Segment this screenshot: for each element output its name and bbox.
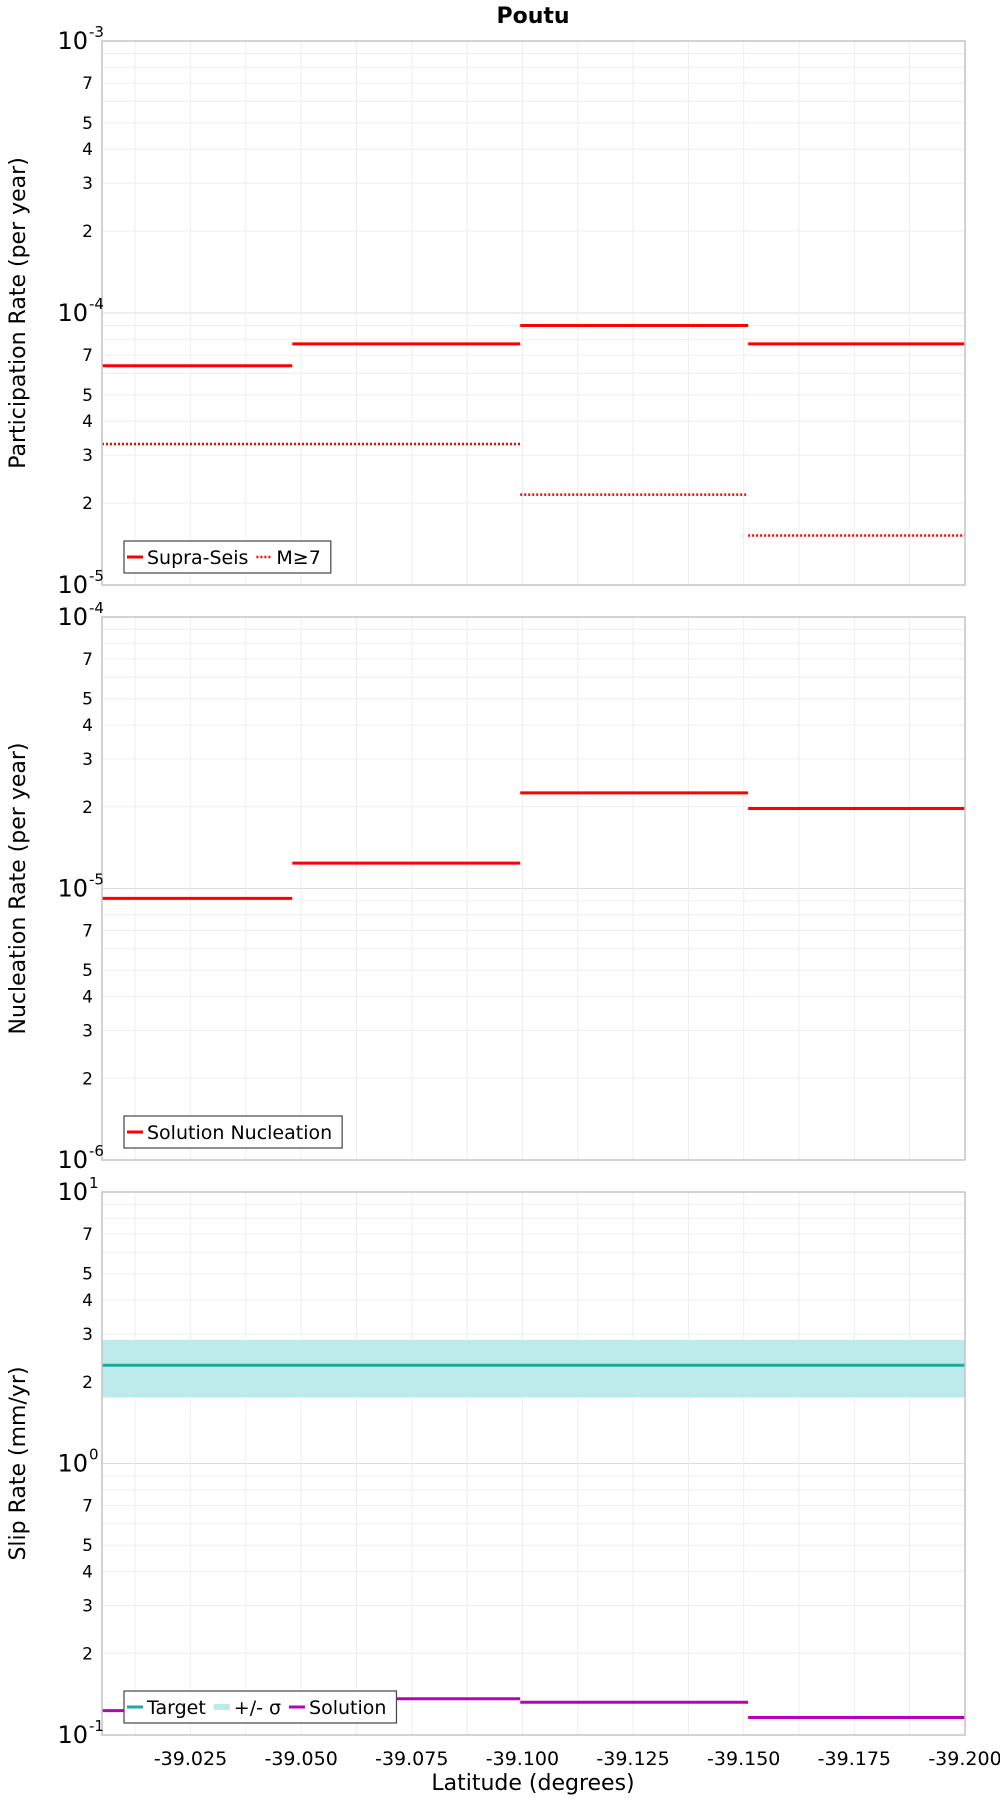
- legend-label: Supra-Seis: [147, 547, 248, 569]
- y-minor-tick-label: 4: [82, 716, 93, 736]
- legend-label: +/- σ: [234, 1697, 281, 1719]
- y-minor-tick-label: 7: [82, 346, 93, 366]
- y-tick-exponent: -6: [89, 1142, 104, 1160]
- series-m-7: [102, 442, 965, 537]
- legend-label: Target: [146, 1697, 206, 1719]
- y-minor-tick-label: 5: [82, 1265, 93, 1285]
- chart-title: Poutu: [496, 4, 569, 29]
- y-tick-label: 10: [57, 1450, 88, 1478]
- y-tick-label: 10: [57, 27, 88, 55]
- y-tick-exponent: -1: [89, 1717, 104, 1735]
- legend-box: [123, 1690, 398, 1724]
- plot-frame: [101, 616, 966, 1161]
- x-tick-label: -39.100: [486, 1748, 559, 1770]
- grid: [102, 616, 966, 1161]
- x-tick-label: -39.200: [928, 1748, 1000, 1770]
- plot-frame: [101, 40, 966, 586]
- legend: Solution Nucleation: [123, 1115, 343, 1149]
- x-tick-label: -39.050: [264, 1748, 337, 1770]
- y-axis-label: Participation Rate (per year): [6, 157, 31, 469]
- x-tick-label: -39.075: [375, 1748, 448, 1770]
- x-tick-label: -39.025: [154, 1748, 227, 1770]
- legend-box: [123, 540, 332, 574]
- legend-label: Solution Nucleation: [147, 1122, 332, 1144]
- x-tick-label: -39.125: [596, 1748, 669, 1770]
- legend: Supra-Seis M≥7: [123, 540, 332, 574]
- y-minor-tick-label: 4: [82, 140, 93, 160]
- y-minor-tick-label: 2: [82, 1644, 93, 1664]
- y-tick-label: 10: [57, 1178, 88, 1206]
- y-minor-tick-label: 3: [82, 1021, 93, 1041]
- y-tick-exponent: 0: [89, 1446, 99, 1464]
- y-minor-tick-label: 3: [82, 750, 93, 770]
- sigma-band: [102, 1340, 965, 1398]
- series-supra-seis: [102, 323, 965, 368]
- y-minor-tick-label: 5: [82, 1536, 93, 1556]
- y-minor-tick-label: 3: [82, 446, 93, 466]
- y-minor-tick-label: 7: [82, 922, 93, 942]
- y-axis-label: Slip Rate (mm/yr): [6, 1366, 31, 1560]
- y-tick-label: 10: [57, 875, 88, 903]
- legend-box: [123, 1115, 343, 1149]
- y-minor-tick-label: 7: [82, 1497, 93, 1517]
- y-minor-tick-label: 4: [82, 988, 93, 1008]
- legend-label: M≥7: [276, 547, 320, 569]
- y-tick-exponent: 1: [89, 1174, 99, 1192]
- y-tick-exponent: -5: [89, 871, 104, 889]
- y-minor-tick-label: 2: [82, 494, 93, 514]
- y-minor-tick-label: 5: [82, 114, 93, 134]
- y-tick-label: 10: [57, 1146, 88, 1174]
- legend-label: Solution: [309, 1697, 386, 1719]
- y-minor-tick-label: 2: [82, 1069, 93, 1089]
- legend: Target +/- σ Solution: [123, 1690, 398, 1724]
- y-tick-label: 10: [57, 571, 88, 599]
- x-tick-label: -39.150: [707, 1748, 780, 1770]
- y-minor-tick-label: 2: [82, 222, 93, 242]
- grid: [102, 1191, 966, 1736]
- y-tick-exponent: -5: [89, 567, 104, 585]
- y-tick-label: 10: [57, 299, 88, 327]
- y-minor-tick-label: 7: [82, 74, 93, 94]
- series-solution-nucleation: [102, 791, 965, 900]
- y-minor-tick-label: 4: [82, 1291, 93, 1311]
- y-tick-exponent: -3: [89, 23, 104, 41]
- y-tick-label: 10: [57, 603, 88, 631]
- y-minor-tick-label: 3: [82, 174, 93, 194]
- y-minor-tick-label: 5: [82, 961, 93, 981]
- y-minor-tick-label: 7: [82, 650, 93, 670]
- y-minor-tick-label: 5: [82, 690, 93, 710]
- y-minor-tick-label: 7: [82, 1225, 93, 1245]
- grid: [102, 40, 966, 586]
- y-minor-tick-label: 4: [82, 412, 93, 432]
- y-axis-label: Nucleation Rate (per year): [6, 743, 31, 1035]
- y-minor-tick-label: 5: [82, 386, 93, 406]
- y-minor-tick-label: 2: [82, 798, 93, 818]
- x-axis-label: Latitude (degrees): [431, 1771, 634, 1796]
- y-tick-label: 10: [57, 1721, 88, 1749]
- y-minor-tick-label: 3: [82, 1325, 93, 1345]
- y-tick-exponent: -4: [89, 295, 104, 313]
- x-axis-ticks: -39.025 -39.050 -39.075 -39.100 -39.125 -39.1…: [154, 1748, 1000, 1770]
- x-tick-label: -39.175: [818, 1748, 891, 1770]
- y-tick-exponent: -4: [89, 599, 104, 617]
- y-minor-tick-label: 2: [82, 1373, 93, 1393]
- y-minor-tick-label: 3: [82, 1596, 93, 1616]
- y-minor-tick-label: 4: [82, 1563, 93, 1583]
- plot-frame: [101, 1191, 966, 1736]
